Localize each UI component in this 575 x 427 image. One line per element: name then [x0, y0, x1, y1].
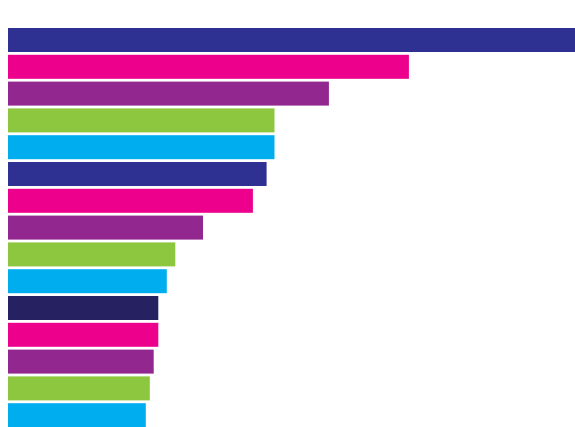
bar-8	[8, 215, 203, 240]
bar-14	[8, 376, 150, 401]
bar-12	[8, 322, 159, 347]
bar-11	[8, 296, 159, 320]
bar-7	[8, 188, 253, 213]
bar-6	[8, 162, 267, 186]
bar-5	[8, 135, 275, 160]
bar-13	[8, 349, 154, 374]
bar-15	[8, 403, 146, 427]
bar-10	[8, 269, 167, 294]
bar-9	[8, 242, 176, 267]
bar-3	[8, 81, 329, 106]
bar-2	[8, 54, 409, 79]
bar-4	[8, 108, 275, 133]
bar-1	[8, 28, 575, 52]
